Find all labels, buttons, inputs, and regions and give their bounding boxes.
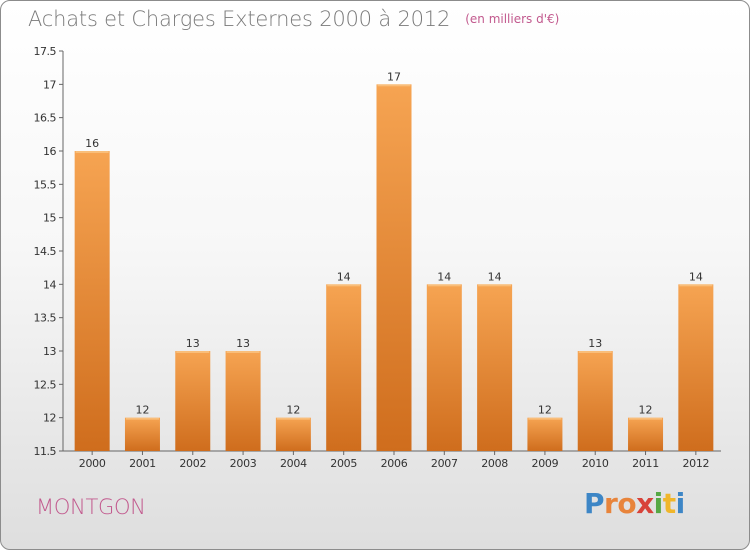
bar-highlight — [679, 284, 713, 287]
value-label: 16 — [85, 137, 99, 150]
bar-highlight — [226, 351, 260, 353]
bar-highlight — [176, 351, 210, 353]
bar-highlight — [578, 351, 612, 353]
x-tick-label: 2005 — [330, 457, 357, 470]
bar-highlight — [276, 417, 310, 420]
bar-2008 — [477, 284, 513, 451]
x-tick-label: 2004 — [280, 457, 307, 470]
logo-letter: t — [662, 487, 676, 520]
logo-letter: i — [675, 487, 686, 520]
y-tick-label: 15.5 — [34, 178, 57, 191]
y-tick-label: 12 — [43, 412, 56, 425]
x-tick-label: 2002 — [179, 457, 206, 470]
value-label: 13 — [236, 337, 250, 350]
bar-2002 — [175, 351, 211, 451]
bar-highlight — [528, 417, 562, 420]
x-tick-label: 2000 — [79, 457, 106, 470]
bar-2011 — [628, 417, 664, 451]
y-tick-label: 13 — [43, 345, 56, 358]
y-tick-label: 16 — [43, 145, 56, 158]
bar-2005 — [326, 284, 362, 451]
value-label: 17 — [387, 70, 401, 83]
x-tick-label: 2006 — [381, 457, 408, 470]
value-label: 12 — [538, 404, 552, 417]
proxiti-logo: Proxiti — [584, 487, 685, 520]
logo-letter: i — [653, 487, 664, 520]
bar-highlight — [125, 417, 159, 420]
y-tick-label: 14.5 — [34, 245, 57, 258]
town-name: MONTGON — [36, 495, 146, 519]
bar-2004 — [275, 417, 311, 451]
chart-subtitle: (en milliers d'€) — [465, 12, 560, 26]
x-tick-label: 2010 — [582, 457, 609, 470]
x-tick-label: 2011 — [632, 457, 659, 470]
logo-letter: o — [617, 487, 637, 520]
bars — [74, 84, 714, 451]
y-tick-label: 15 — [43, 212, 56, 225]
bar-2001 — [124, 417, 160, 451]
x-tick-label: 2012 — [682, 457, 709, 470]
bar-2006 — [376, 84, 412, 451]
x-tick-label: 2001 — [129, 457, 156, 470]
x-tick-label: 2007 — [431, 457, 458, 470]
value-label: 12 — [639, 404, 653, 417]
x-tick-label: 2003 — [230, 457, 257, 470]
value-label: 12 — [135, 404, 149, 417]
bar-highlight — [377, 84, 411, 87]
value-label: 13 — [588, 337, 602, 350]
logo-letter: x — [636, 487, 654, 520]
bar-2007 — [426, 284, 462, 451]
bar-highlight — [327, 284, 361, 287]
x-tick-label: 2009 — [532, 457, 559, 470]
bar-2010 — [577, 351, 613, 451]
title-row: Achats et Charges Externes 2000 à 2012 (… — [28, 7, 559, 31]
bar-highlight — [629, 417, 663, 420]
bar-highlight — [427, 284, 461, 287]
value-label: 14 — [488, 270, 502, 283]
axes: 11.5 12 12.5 13 13.5 14 14.5 15 15.5 16 16.5 17 17.5… — [34, 45, 721, 470]
y-tick-label: 12.5 — [34, 378, 57, 391]
y-tick-label: 13.5 — [34, 312, 57, 325]
value-label: 14 — [337, 270, 351, 283]
bar-2003 — [225, 351, 261, 451]
y-tick-label: 17.5 — [34, 45, 57, 58]
bar-2012 — [678, 284, 714, 451]
chart-title: Achats et Charges Externes 2000 à 2012 — [28, 7, 451, 31]
value-labels: 16 12 13 13 12 14 17 14 14 12 13 12 14 — [85, 70, 703, 416]
x-tick-label: 2008 — [481, 457, 508, 470]
y-tick-label: 11.5 — [34, 445, 57, 458]
y-tick-label: 16.5 — [34, 112, 57, 125]
y-tick-label: 17 — [43, 78, 56, 91]
value-label: 14 — [437, 270, 451, 283]
value-label: 13 — [186, 337, 200, 350]
bar-highlight — [75, 151, 109, 153]
bar-highlight — [478, 284, 512, 287]
y-tick-label: 14 — [43, 278, 56, 291]
logo-letter: P — [584, 487, 605, 520]
logo-letter: r — [604, 487, 618, 520]
bar-2000 — [74, 151, 110, 451]
value-label: 12 — [286, 404, 300, 417]
value-label: 14 — [689, 270, 703, 283]
bar-2009 — [527, 417, 563, 451]
